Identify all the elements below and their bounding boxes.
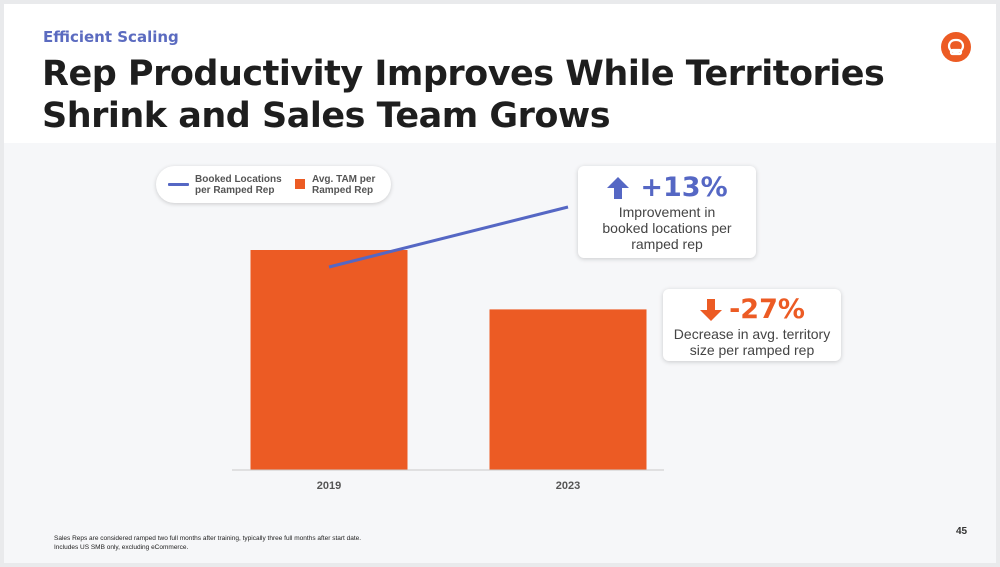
legend-bar-label-1: Avg. TAM per <box>312 174 376 185</box>
eyebrow-label: Efficient Scaling <box>43 28 179 46</box>
chat-bubble-logo-icon <box>941 32 971 62</box>
footnote-line-2: Includes US SMB only, excluding eCommerc… <box>54 544 189 551</box>
arrow-down-icon <box>700 299 723 321</box>
legend-line-label-1: Booked Locations <box>195 174 282 185</box>
bar-2023 <box>489 309 647 470</box>
slide-title: Rep Productivity Improves While Territor… <box>42 54 885 136</box>
callout-increase-value: +13% <box>640 172 728 203</box>
legend-line-label-2: per Ramped Rep <box>195 185 275 196</box>
callout-decrease-desc-2: size per ramped rep <box>689 342 815 358</box>
chart: 2019 2023 <box>232 205 664 492</box>
legend-bar-label: Avg. TAM per Ramped Rep <box>312 174 375 196</box>
x-tick-label-2019: 2019 <box>317 480 341 492</box>
footnote-line-1: Sales Reps are considered ramped two ful… <box>54 535 362 542</box>
legend-bar-swatch <box>295 179 305 189</box>
callout-decrease-value: -27% <box>729 294 805 325</box>
callout-increase-headline: +13% <box>578 172 756 204</box>
chart-legend: Booked Locations per Ramped Rep Avg. TAM… <box>156 166 391 203</box>
bar-2019 <box>250 250 408 470</box>
page-number: 45 <box>956 526 968 537</box>
x-tick-label-2023: 2023 <box>556 480 580 492</box>
callout-decrease-desc-1: Decrease in avg. territory <box>673 326 831 342</box>
legend-bar-label-2: Ramped Rep <box>312 185 374 196</box>
legend-line-swatch <box>168 183 189 186</box>
slide-header: Efficient Scaling Rep Productivity Impro… <box>4 4 996 143</box>
footnote: Sales Reps are considered ramped two ful… <box>54 534 361 552</box>
callout-increase-desc-3: ramped rep <box>631 236 703 252</box>
slide: Efficient Scaling Rep Productivity Impro… <box>4 4 996 563</box>
arrow-up-icon <box>607 177 630 199</box>
callout-increase-desc-2: booked locations per <box>602 220 732 236</box>
callout-decrease-headline: -27% <box>663 294 841 326</box>
line-series-booked-locations <box>328 205 569 269</box>
callout-decrease: -27% Decrease in avg. territory size per… <box>663 289 841 361</box>
callout-increase-desc-1: Improvement in <box>618 204 716 220</box>
legend-line-label: Booked Locations per Ramped Rep <box>195 174 282 196</box>
callout-increase: +13% Improvement in booked locations per… <box>578 166 756 258</box>
